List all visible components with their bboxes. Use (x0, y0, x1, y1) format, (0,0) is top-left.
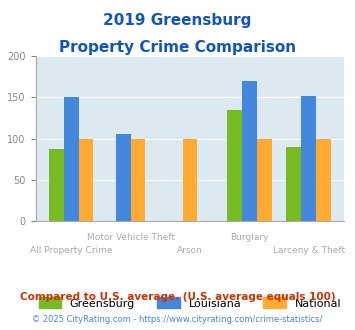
Bar (257, 139, 272, 221)
Bar (64, 97, 78, 221)
Bar (242, 81, 257, 221)
Bar (131, 139, 146, 221)
Bar (182, 139, 197, 221)
Bar (227, 110, 242, 221)
Bar (286, 147, 301, 221)
Text: Arson: Arson (177, 246, 203, 255)
Text: Burglary: Burglary (230, 233, 269, 242)
Bar (316, 139, 331, 221)
Bar (116, 135, 131, 221)
Legend: Greensburg, Louisiana, National: Greensburg, Louisiana, National (34, 293, 345, 313)
Bar (49, 149, 64, 221)
Bar (78, 139, 93, 221)
Text: Property Crime Comparison: Property Crime Comparison (59, 40, 296, 54)
Text: Motor Vehicle Theft: Motor Vehicle Theft (87, 233, 175, 242)
Text: Larceny & Theft: Larceny & Theft (273, 246, 345, 255)
Text: Compared to U.S. average. (U.S. average equals 100): Compared to U.S. average. (U.S. average … (20, 292, 335, 302)
Text: © 2025 CityRating.com - https://www.cityrating.com/crime-statistics/: © 2025 CityRating.com - https://www.city… (32, 315, 323, 324)
Text: All Property Crime: All Property Crime (30, 246, 113, 255)
Text: 2019 Greensburg: 2019 Greensburg (103, 13, 252, 28)
Bar (301, 96, 316, 221)
